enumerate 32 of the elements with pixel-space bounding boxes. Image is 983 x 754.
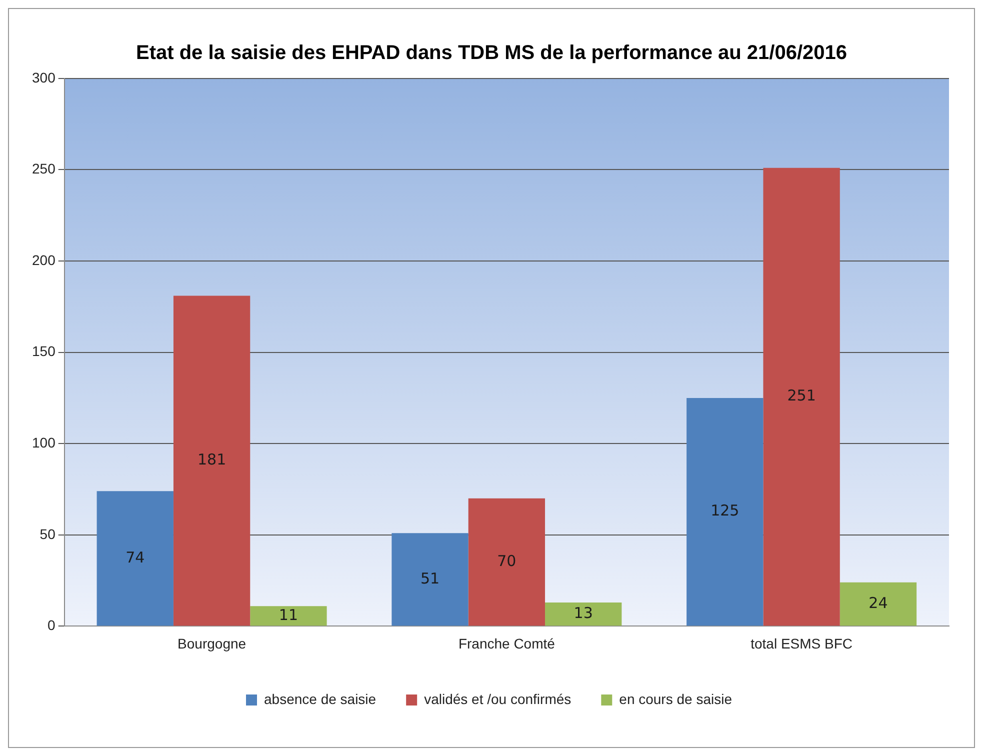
bar (96, 491, 174, 626)
y-tick-label: 250 (32, 160, 56, 177)
y-tick-label: 0 (48, 617, 56, 634)
data-label: 13 (574, 604, 593, 622)
y-tick-label: 200 (32, 252, 56, 268)
y-tick-label: 300 (32, 69, 56, 86)
data-label: 11 (278, 606, 298, 624)
data-label: 70 (497, 552, 516, 570)
x-tick-label: Bourgogne (178, 635, 246, 652)
x-tick-label: Franche Comté (458, 635, 556, 652)
x-tick-label: total ESMS BFC (750, 635, 853, 652)
bar (545, 602, 622, 626)
bar (173, 296, 250, 626)
bar (840, 582, 917, 626)
legend-label: validés et /ou confirmés (424, 690, 572, 707)
y-tick-label: 50 (40, 526, 56, 542)
bar (250, 606, 327, 626)
data-label: 181 (197, 450, 226, 469)
data-label: 24 (868, 594, 888, 612)
chart-title: Etat de la saisie des EHPAD dans TDB MS de la performance au 21/06/2016 (134, 41, 848, 66)
legend-label: absence de saisie (264, 690, 376, 707)
bar (763, 168, 840, 626)
y-tick-label: 150 (32, 343, 56, 360)
bar (392, 533, 468, 626)
legend-label: en cours de saisie (619, 690, 732, 707)
y-tick-label: 100 (32, 434, 56, 450)
bar (686, 398, 764, 626)
data-label: 125 (710, 502, 740, 520)
data-label: 51 (420, 569, 440, 588)
data-label: 74 (126, 548, 145, 566)
data-label: 251 (787, 386, 816, 405)
bar (468, 498, 546, 626)
